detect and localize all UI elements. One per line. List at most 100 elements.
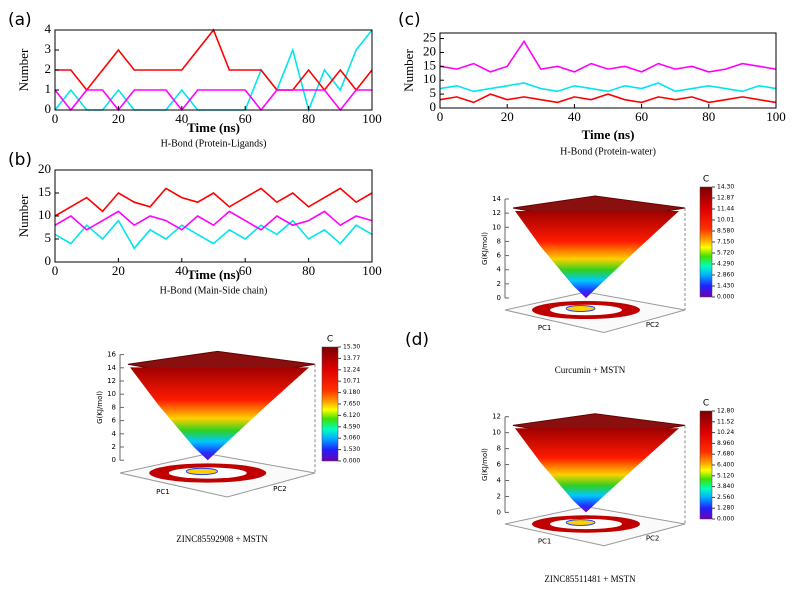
y-axis-label: Number xyxy=(401,49,416,92)
colorbar-tick-label: 7.650 xyxy=(343,401,360,408)
x-tick-label: 80 xyxy=(302,111,315,126)
z-tick-label: 6 xyxy=(497,461,502,469)
x-tick-label: 40 xyxy=(175,111,188,126)
z-tick-label: 8 xyxy=(497,445,501,453)
y-tick-label: 10 xyxy=(38,207,51,222)
panel-label: (a) xyxy=(8,10,32,30)
y-tick-label: 3 xyxy=(45,41,52,56)
colorbar-tick-label: 1.280 xyxy=(717,505,734,512)
colorbar-tick-label: 15.30 xyxy=(343,344,360,351)
x-tick-label: 20 xyxy=(501,109,514,124)
z-tick-label: 14 xyxy=(492,195,501,203)
x-tick-label: 40 xyxy=(568,109,581,124)
x-axis-label: PC1 xyxy=(156,488,170,496)
colorbar-tick-label: 7.680 xyxy=(717,451,734,458)
surface-plot: 0 2 4 6 8 10 12 G(KJ/mol) PC1 PC2 xyxy=(481,413,686,547)
colorbar-title: C xyxy=(327,335,333,345)
y-tick-label: 10 xyxy=(423,71,436,86)
caption: Curcumin + MSTN xyxy=(555,365,626,375)
y-tick-label: 20 xyxy=(38,161,51,176)
colorbar-tick-label: 7.150 xyxy=(717,239,734,246)
y-tick-label: 20 xyxy=(423,43,436,58)
x-tick-label: 60 xyxy=(239,263,252,278)
x-tick-label: 100 xyxy=(766,109,786,124)
colorbar-tick-label: 10.01 xyxy=(717,217,734,224)
colorbar-title: C xyxy=(703,175,709,185)
z-axis-label: G(KJ/mol) xyxy=(481,232,489,265)
y-tick-label: 5 xyxy=(45,230,52,245)
z-tick-label: 12 xyxy=(492,413,501,421)
z-tick-label: 10 xyxy=(492,223,501,231)
panel-label: (b) xyxy=(8,150,32,170)
z-tick-label: 4 xyxy=(497,266,502,274)
y-tick-label: 2 xyxy=(45,61,52,76)
y-axis-label: PC2 xyxy=(273,485,287,493)
caption: H-Bond (Main-Side chain) xyxy=(160,285,268,296)
funnel xyxy=(130,367,309,461)
series-line xyxy=(54,219,373,250)
colorbar xyxy=(699,186,713,298)
colorbar-tick-label: 12.24 xyxy=(343,366,360,373)
x-tick-label: 40 xyxy=(175,263,188,278)
z-tick-label: 12 xyxy=(107,377,116,385)
x-axis-label: Time (ns) xyxy=(187,267,240,282)
series-line xyxy=(439,93,777,104)
z-tick-label: 6 xyxy=(497,252,502,260)
colorbar-tick-label: 3.060 xyxy=(343,435,360,442)
z-tick-label: 12 xyxy=(492,209,501,217)
colorbar-tick-label: 0.000 xyxy=(717,294,734,301)
caption: H-Bond (Protein-Ligands) xyxy=(161,138,267,149)
colorbar-tick-label: 2.560 xyxy=(717,494,734,501)
x-axis-label: PC1 xyxy=(538,537,552,545)
x-tick-label: 60 xyxy=(239,111,252,126)
z-tick-label: 0 xyxy=(112,456,116,464)
y-tick-label: 0 xyxy=(45,253,52,268)
x-tick-label: 0 xyxy=(52,263,59,278)
colorbar-tick-label: 8.580 xyxy=(717,228,734,235)
y-tick-label: 4 xyxy=(45,21,52,36)
y-axis-label: Number xyxy=(16,48,31,91)
y-tick-label: 1 xyxy=(45,81,52,96)
plot-frame xyxy=(439,32,777,109)
colorbar-tick-label: 12.80 xyxy=(717,408,734,415)
z-tick-label: 8 xyxy=(497,237,501,245)
contour xyxy=(565,305,596,312)
surface-plot: 0 2 4 6 8 10 12 14 G(KJ/mol) PC1 PC2 xyxy=(481,195,686,334)
colorbar-tick-label: 13.77 xyxy=(343,355,360,362)
colorbar-tick-label: 5.120 xyxy=(717,472,734,479)
colorbar-tick-label: 12.87 xyxy=(717,195,734,202)
x-tick-label: 20 xyxy=(112,111,125,126)
contour xyxy=(565,519,596,526)
x-tick-label: 80 xyxy=(302,263,315,278)
x-tick-label: 100 xyxy=(362,111,382,126)
y-tick-label: 5 xyxy=(430,85,437,100)
x-tick-label: 80 xyxy=(702,109,715,124)
y-axis-label: PC2 xyxy=(646,321,660,329)
y-axis-label: PC2 xyxy=(646,535,660,543)
funnel xyxy=(515,428,679,513)
colorbar-tick-label: 5.720 xyxy=(717,250,734,257)
z-tick-label: 6 xyxy=(112,417,117,425)
x-tick-label: 100 xyxy=(362,263,382,278)
x-tick-label: 0 xyxy=(437,109,444,124)
colorbar-tick-label: 11.52 xyxy=(717,418,734,425)
y-tick-label: 15 xyxy=(38,184,51,199)
colorbar-tick-label: 6.120 xyxy=(343,412,360,419)
colorbar-tick-label: 0.000 xyxy=(343,458,360,465)
caption: ZINC85511481 + MSTN xyxy=(544,574,636,584)
z-tick-label: 2 xyxy=(112,443,116,451)
panel-label: (d) xyxy=(405,330,429,350)
z-tick-label: 0 xyxy=(497,294,501,302)
y-axis-label: Number xyxy=(16,194,31,237)
z-tick-label: 2 xyxy=(497,492,501,500)
funnel xyxy=(515,211,679,298)
z-tick-label: 4 xyxy=(112,430,117,438)
z-tick-label: 14 xyxy=(107,364,116,372)
colorbar-tick-label: 2.860 xyxy=(717,272,734,279)
colorbar-tick-label: 1.530 xyxy=(343,446,360,453)
colorbar-tick-label: 0.000 xyxy=(717,516,734,523)
x-tick-label: 20 xyxy=(112,263,125,278)
series-line xyxy=(439,82,777,93)
caption: H-Bond (Protein-water) xyxy=(560,146,656,157)
